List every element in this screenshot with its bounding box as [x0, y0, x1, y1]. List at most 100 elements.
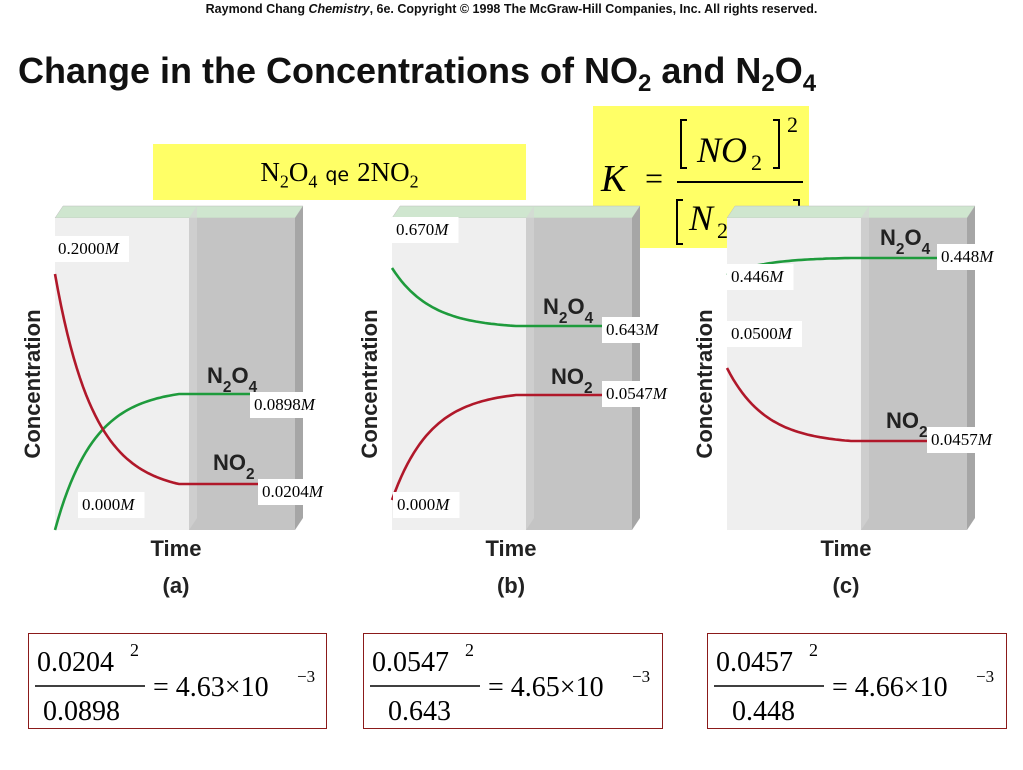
- start-value-label: 0.000M: [82, 495, 135, 514]
- end-value-label: 0.0898M: [254, 395, 316, 414]
- title-sub: 2: [761, 70, 775, 98]
- panel-side-face: [632, 206, 640, 530]
- equation-box-c: 0.0457 2 0.448 = 4.66×10 −3: [707, 633, 1007, 729]
- page-title: Change in the Concentrations of NO2 and …: [18, 50, 816, 98]
- start-value-box: [54, 236, 129, 262]
- no2-series-label: NO2: [886, 408, 928, 441]
- reaction-part: 2NO: [357, 157, 410, 187]
- panel-divider-face: [861, 206, 869, 530]
- no2-curve: [725, 367, 967, 443]
- equation-denominator: 0.643: [388, 696, 451, 727]
- equation-denominator: 0.448: [732, 696, 795, 727]
- end-value-box: [250, 392, 325, 418]
- end-value-box: [602, 381, 677, 407]
- equation-exponent: 2: [465, 640, 474, 660]
- start-value-label: 0.2000M: [58, 239, 120, 258]
- title-part: Change in the Concentrations of NO: [18, 50, 639, 91]
- left-bracket-bottom: [676, 199, 683, 245]
- x-axis-label: Time: [486, 536, 537, 561]
- equation-exponent: 2: [809, 640, 818, 660]
- left-bracket-top: [680, 119, 687, 169]
- equation-result: = 4.63×10: [153, 672, 269, 703]
- equation-numerator: 0.0204: [37, 647, 114, 678]
- n2o4-curve: [53, 392, 295, 531]
- end-value-label: 0.448M: [941, 247, 994, 266]
- start-value-label: 0.670M: [396, 220, 449, 239]
- chart-panel: N2O4 0.000M 0.0898M NO2 0.2000M 0.0204M Concen…: [20, 205, 333, 598]
- equation-numerator: 0.0547: [372, 647, 449, 678]
- no2-series-label: NO2: [213, 450, 255, 483]
- k-numerator-sub: 2: [751, 150, 762, 175]
- start-value-label: 0.000M: [397, 495, 450, 514]
- end-value-label: 0.0547M: [606, 384, 668, 403]
- equilibrium-constant-box: K = NO 2 2 N 2 O 4: [593, 106, 809, 248]
- equation-result-exponent: −3: [632, 667, 650, 686]
- equation-exponent: 2: [130, 640, 139, 660]
- y-axis-label: Concentration: [357, 309, 382, 458]
- panel-label: (c): [833, 573, 860, 598]
- start-value-label: 0.0500M: [731, 324, 793, 343]
- panel-top-face: [54, 205, 304, 219]
- end-value-box: [937, 244, 1004, 270]
- panel-top-face: [391, 205, 641, 219]
- start-value-box: [393, 492, 460, 518]
- k-expression: K = NO 2 2 N 2 O 4: [600, 112, 803, 245]
- k-numerator-exp: 2: [787, 112, 798, 137]
- panel-top-face: [726, 205, 976, 219]
- k-denominator-n: N: [688, 198, 715, 238]
- equation-result-exponent: −3: [976, 667, 994, 686]
- equation-a: 0.0204 2 0.0898 = 4.63×10 −3: [35, 640, 315, 727]
- x-axis-label: Time: [151, 536, 202, 561]
- title-part: and N: [651, 50, 762, 91]
- equation-c: 0.0457 2 0.448 = 4.66×10 −3: [714, 640, 994, 727]
- x-axis-label: Time: [821, 536, 872, 561]
- n2o4-curve: [390, 267, 632, 328]
- title-sub: 4: [802, 70, 817, 98]
- no2-curve: [53, 273, 295, 486]
- equation-result: = 4.66×10: [832, 672, 948, 703]
- end-value-label: 0.643M: [606, 320, 659, 339]
- equation-result: = 4.65×10: [488, 672, 604, 703]
- end-value-label: 0.0204M: [262, 482, 324, 501]
- y-axis-label: Concentration: [20, 309, 45, 458]
- reaction-sub: 2: [279, 171, 289, 192]
- panel-label: (a): [163, 573, 190, 598]
- concentration-charts: N2O4 0.000M 0.0898M NO2 0.2000M 0.0204M Concen…: [20, 205, 1004, 598]
- n2o4-series-label: N2O4: [543, 294, 594, 327]
- y-axis-label: Concentration: [692, 309, 717, 458]
- panel-side-face: [295, 206, 303, 530]
- reaction-sub: 4: [308, 171, 318, 192]
- start-value-label: 0.446M: [731, 267, 784, 286]
- panel-label: (b): [497, 573, 525, 598]
- k-denominator-sub1: 2: [717, 218, 728, 243]
- panel-divider-face: [526, 206, 534, 530]
- k-symbol: K: [600, 158, 628, 200]
- no2-series-label: NO2: [551, 364, 593, 397]
- n2o4-series-label: N2O4: [207, 363, 258, 396]
- right-bracket-top: [773, 119, 780, 169]
- no2-curve: [390, 393, 632, 501]
- panel-reaction-zone: [55, 218, 189, 530]
- equation-box-b: 0.0547 2 0.643 = 4.65×10 −3: [363, 633, 663, 729]
- k-numerator: NO: [696, 130, 747, 170]
- end-value-box: [602, 317, 669, 343]
- reaction-equation: N2O4 qe 2NO2: [153, 144, 526, 200]
- equation-denominator: 0.0898: [43, 696, 120, 727]
- reaction-part: N: [260, 157, 280, 187]
- equation-numerator: 0.0457: [716, 647, 793, 678]
- start-value-box: [78, 492, 145, 518]
- panel-divider-face: [189, 206, 197, 530]
- equilibrium-arrow-glyph: qe: [325, 164, 350, 186]
- title-sub: 2: [638, 70, 652, 98]
- end-value-label: 0.0457M: [931, 430, 993, 449]
- equation-result-exponent: −3: [297, 667, 315, 686]
- panel-equilibrium-zone: [526, 218, 632, 530]
- start-value-box: [727, 321, 802, 347]
- chart-panel: N2O4 0.670M 0.643M NO2 0.000M 0.0547M Concentr…: [357, 205, 677, 598]
- start-value-box: [392, 217, 459, 243]
- copyright-author: Raymond Chang: [205, 2, 305, 16]
- chart-panel: N2O4 0.446M 0.448M NO2 0.0500M 0.0457M Concent…: [692, 205, 1004, 598]
- k-equals: =: [645, 160, 663, 196]
- equation-box-a: 0.0204 2 0.0898 = 4.63×10 −3: [28, 633, 327, 729]
- end-value-box: [927, 427, 1002, 453]
